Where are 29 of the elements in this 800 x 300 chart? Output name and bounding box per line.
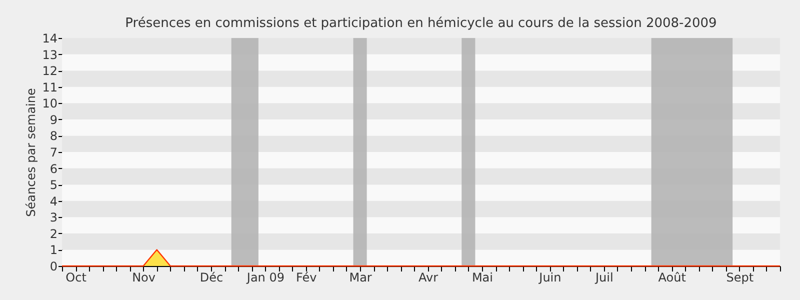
x-tick-label: Avr: [418, 270, 438, 284]
y-tick-label: 8: [50, 129, 58, 144]
y-tick-label: 10: [42, 96, 58, 111]
y-tick-label: 12: [42, 64, 58, 78]
x-tick-label: Nov: [132, 270, 156, 284]
y-tick-label: 13: [42, 48, 58, 62]
chart-title: Présences en commissions et participation en hémicycle au cours de la session 2008-2009: [125, 16, 717, 31]
x-tick-label: Mai: [472, 270, 493, 284]
y-tick-label: 6: [50, 162, 58, 176]
y-tick-label: 2: [50, 226, 58, 241]
y-axis-title: Séances par semaine: [24, 88, 38, 217]
x-tick-label: Jan 09: [246, 270, 285, 284]
x-tick-label: Fév: [296, 270, 317, 284]
x-tick-label: Mar: [349, 270, 372, 284]
x-tick-label: Oct: [66, 270, 87, 284]
x-tick-label: Juil: [594, 270, 614, 284]
x-tick-label: Sept: [726, 270, 754, 284]
y-tick-label: 4: [50, 194, 58, 208]
y-tick-label: 11: [42, 80, 58, 94]
y-tick-label: 3: [50, 210, 58, 225]
x-tick-label: Août: [658, 270, 686, 284]
y-tick-label: 0: [50, 260, 58, 274]
y-tick-label: 14: [42, 32, 58, 46]
x-tick-label: Déc: [200, 270, 224, 284]
y-tick-label: 9: [50, 112, 58, 127]
y-tick-label: 5: [50, 178, 58, 192]
x-tick-label: Juin: [538, 270, 562, 284]
y-tick-label: 7: [50, 146, 58, 160]
y-tick-label: 1: [50, 243, 58, 258]
